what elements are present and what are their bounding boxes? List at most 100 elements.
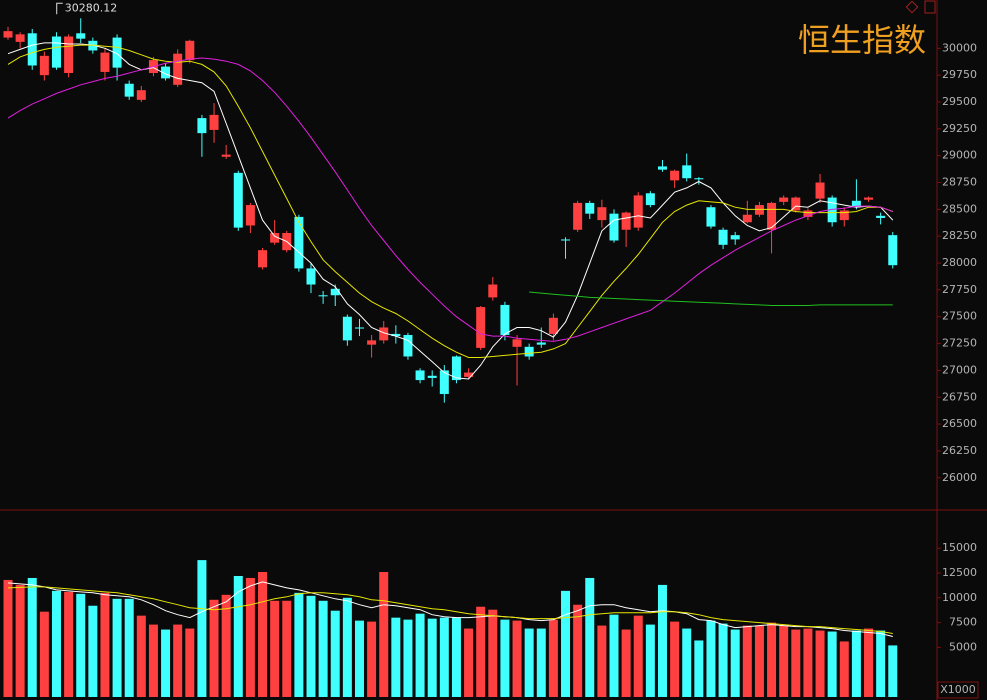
candle-body (233, 172, 243, 228)
volume-bar (888, 645, 898, 697)
volume-bar (730, 629, 740, 697)
candle-body (51, 36, 61, 68)
y-tick-label: 12500 (942, 566, 977, 579)
candle-body (415, 370, 425, 381)
candle-body (112, 37, 122, 68)
y-tick-label: 26750 (942, 390, 977, 403)
volume-bar (367, 621, 377, 697)
candle-body (561, 239, 571, 241)
candle-body (354, 327, 364, 329)
volume-bar (294, 592, 304, 697)
volume-bar (173, 624, 183, 697)
volume-bar (15, 584, 25, 697)
volume-bar (39, 611, 49, 697)
volume-bar (112, 598, 122, 697)
volume-bar (209, 599, 219, 697)
annotation: 30280.12 (65, 1, 118, 14)
volume-bar (633, 615, 643, 697)
unit-box (937, 681, 979, 699)
ma-line (7, 586, 893, 634)
chart-title: 恒生指数 (798, 21, 926, 59)
candle-body (185, 40, 195, 61)
unit-label: X1000 (940, 683, 976, 696)
y-tick-label: 10000 (942, 591, 977, 604)
candle-body (573, 202, 583, 230)
volume-bar (851, 630, 861, 697)
y-tick-label: 27250 (942, 337, 977, 350)
annotation-pointer (56, 2, 63, 15)
candle-body (791, 197, 801, 211)
volume-bar (391, 617, 401, 697)
volume-bar (76, 593, 86, 697)
candle-body (136, 90, 146, 100)
ma-line (7, 42, 894, 380)
volume-bar (742, 625, 752, 697)
candle-body (245, 205, 255, 226)
y-tick-label: 26500 (942, 417, 977, 430)
volume-bar (815, 630, 825, 697)
y-tick-label: 15000 (942, 541, 977, 554)
candle-body (64, 36, 74, 74)
volume-bar (561, 590, 571, 697)
candle-body (342, 316, 352, 341)
candle-body (294, 216, 304, 269)
volume-bar (573, 604, 583, 697)
candle-body (779, 197, 789, 202)
ma-line (7, 581, 893, 637)
volume-bar (148, 624, 158, 697)
volume-bar (536, 628, 546, 697)
candle-body (718, 229, 728, 245)
volume-bar (767, 622, 777, 697)
y-tick-label: 28750 (942, 176, 977, 189)
volume-bar (670, 621, 680, 697)
candle-body (318, 295, 328, 297)
volume-bar (464, 628, 474, 697)
candle-body (803, 210, 813, 217)
candle-body (209, 114, 219, 130)
candle-body (839, 210, 849, 221)
volume-bar (354, 620, 364, 697)
y-tick-label: 5000 (949, 640, 977, 653)
y-tick-label: 26000 (942, 471, 977, 484)
volume-bar (51, 590, 61, 697)
volume-bar (839, 641, 849, 697)
candle-body (609, 213, 619, 241)
y-tick-label: 26250 (942, 444, 977, 457)
candle-body (330, 288, 340, 296)
volume-bar (258, 572, 268, 697)
candle-body (88, 40, 98, 51)
candle-body (888, 235, 898, 266)
volume-bar (451, 617, 461, 697)
candle-body (864, 197, 874, 200)
volume-bar (512, 620, 522, 697)
candle-body (100, 52, 110, 72)
candle-body (124, 83, 134, 97)
candle-body (682, 165, 692, 179)
ma-line (7, 44, 893, 358)
candle-body (500, 304, 510, 335)
candle-body (161, 66, 171, 79)
candle-body (597, 207, 607, 221)
candle-body (27, 33, 37, 66)
volume-bar (645, 624, 655, 697)
volume-bar (524, 628, 534, 697)
window-icon[interactable] (924, 0, 936, 14)
volume-bar (185, 628, 195, 697)
y-tick-label: 29500 (942, 95, 977, 108)
candle-body (306, 268, 316, 285)
volume-bar (779, 625, 789, 697)
candle-body (706, 207, 716, 227)
volume-bar (100, 592, 110, 697)
candle-body (451, 356, 461, 381)
candle-body (391, 333, 401, 337)
volume-bar (221, 594, 231, 697)
candle-body (645, 193, 655, 206)
volume-bar (306, 595, 316, 697)
volume-bar (827, 631, 837, 697)
candle-body (694, 178, 704, 180)
volume-bar (318, 600, 328, 697)
volume-bar (342, 597, 352, 697)
candle-body (3, 31, 13, 38)
volume-bar (791, 629, 801, 697)
diamond-icon[interactable] (905, 0, 919, 14)
